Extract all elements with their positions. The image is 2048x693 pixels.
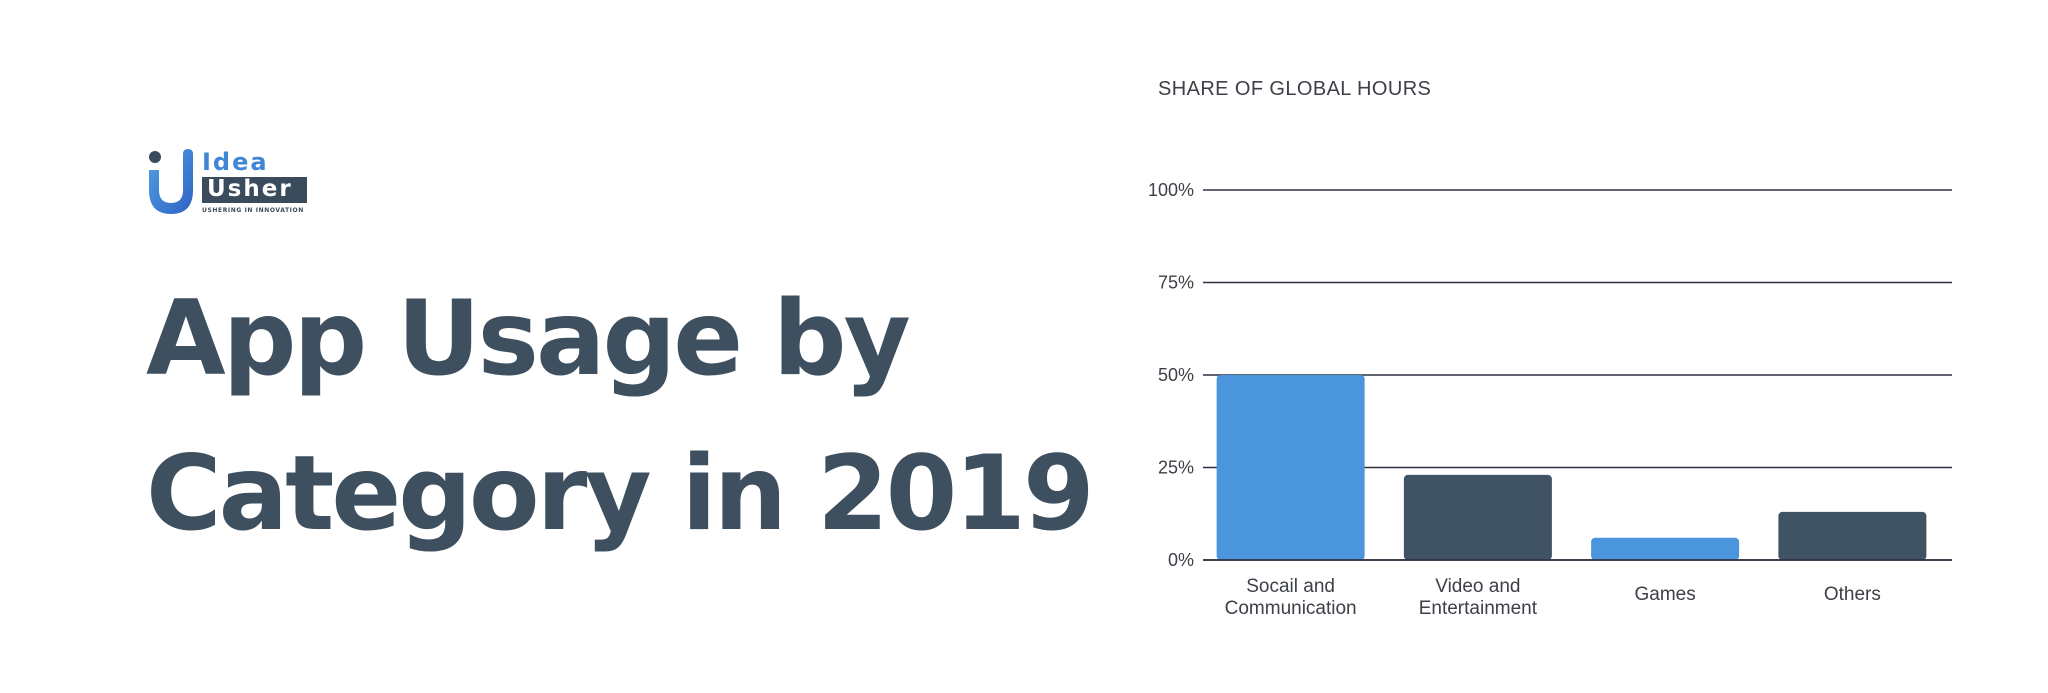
headline-line-1: App Usage by [146,279,911,399]
bar [1591,537,1740,560]
idea-usher-logo [149,149,193,214]
y-tick-label: 50% [1158,365,1194,385]
headline: App Usage by Category in 2019 [146,262,1095,572]
logo-dot [149,151,161,163]
logo-tagline: USHERING IN INNOVATION [202,207,304,214]
x-tick-label: Entertainment [1419,598,1538,619]
logo-usher-box [202,177,307,203]
headline-line-2: Category in 2019 [146,434,1095,554]
logo-u-mark [149,149,193,214]
x-tick-label: Communication [1225,598,1357,619]
y-tick-label: 100% [1148,180,1194,200]
x-tick-label: Others [1824,584,1881,605]
chart-title: SHARE OF GLOBAL HOURS [1158,78,1432,100]
y-tick-label: 25% [1158,458,1194,478]
logo-word-idea: Idea [202,148,269,176]
x-tick-label: Socail and [1246,576,1335,597]
bar [1778,511,1927,560]
y-tick-label: 75% [1158,273,1194,293]
x-tick-label: Games [1635,584,1696,605]
x-tick-label: Video and [1435,576,1520,597]
y-tick-label: 0% [1168,550,1194,570]
bar [1403,474,1552,560]
logo-word-usher: Usher [207,176,293,202]
bar [1216,375,1365,560]
